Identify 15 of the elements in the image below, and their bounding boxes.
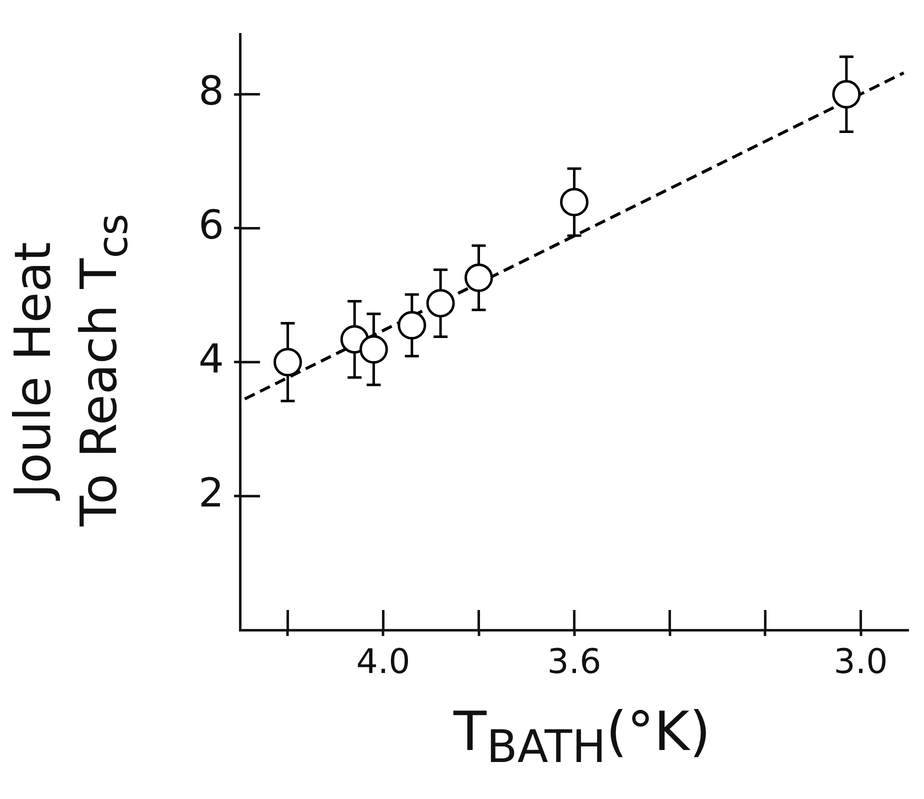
point (359, 335, 388, 364)
x-axis-title: T$_{BATH}$(°K) (452, 700, 712, 773)
y-tick-label: 6 (198, 202, 224, 249)
point (274, 348, 302, 376)
y-tick-label: 2 (198, 470, 224, 516)
x-tick-label: 3.6 (547, 642, 602, 682)
point (398, 311, 426, 340)
y-tick-label: 8 (198, 68, 224, 115)
point (464, 264, 493, 292)
x-tick-label: 3.0 (834, 642, 888, 682)
point (832, 80, 861, 109)
point (426, 288, 455, 318)
point (560, 188, 588, 216)
y-tick-label: 4 (198, 336, 224, 383)
x-tick-label: 4.0 (356, 642, 410, 682)
